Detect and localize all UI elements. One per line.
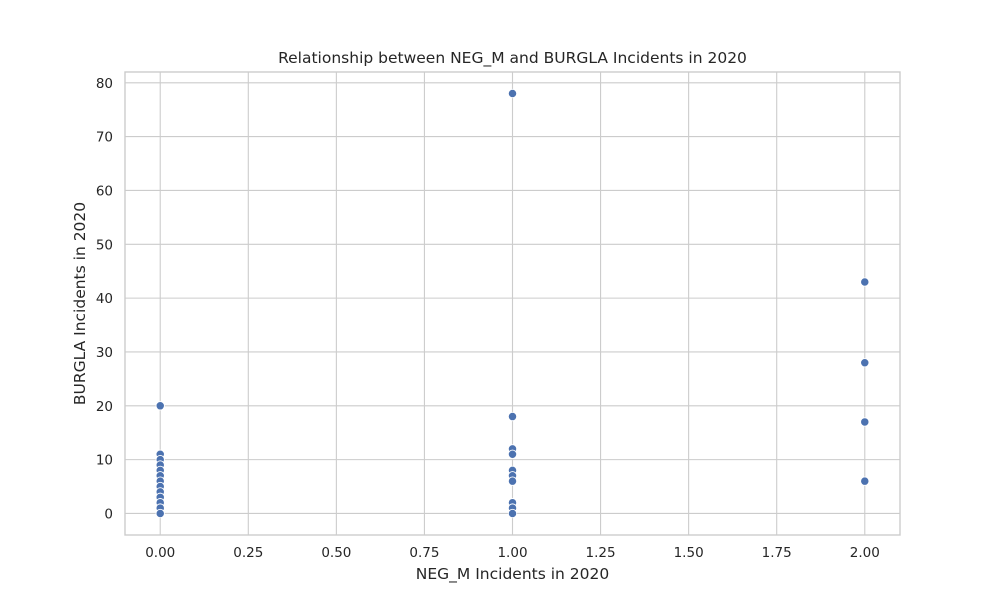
- y-tick-label: 70: [96, 130, 113, 146]
- grid: [125, 72, 900, 535]
- y-tick-label: 30: [96, 345, 113, 361]
- y-tick-label: 40: [96, 291, 113, 307]
- x-tick-label: 1.00: [497, 545, 527, 561]
- x-tick-label: 1.75: [762, 545, 792, 561]
- y-tick-label: 20: [96, 399, 113, 415]
- scatter-point: [507, 411, 518, 422]
- x-tick-label: 0.00: [145, 545, 175, 561]
- scatter-point: [507, 476, 518, 486]
- x-tick-label: 1.50: [674, 545, 704, 561]
- scatter-point: [860, 277, 870, 287]
- scatter-point: [507, 88, 518, 99]
- chart-title: Relationship between NEG_M and BURGLA In…: [278, 49, 747, 68]
- scatter-point: [860, 417, 870, 427]
- scatter-point: [155, 508, 165, 519]
- scatter-point: [860, 358, 870, 368]
- y-tick-label: 60: [96, 183, 113, 199]
- y-tick-label: 0: [104, 506, 113, 522]
- x-axis-label: NEG_M Incidents in 2020: [416, 565, 609, 584]
- plot-frame: [124, 71, 901, 536]
- y-axis-label: BURGLA Incidents in 2020: [71, 202, 89, 405]
- data-points: [155, 88, 870, 519]
- y-tick-label: 50: [96, 237, 113, 253]
- scatter-point: [507, 449, 518, 459]
- x-tick-label: 0.75: [409, 545, 439, 561]
- x-tick-label: 1.25: [586, 545, 616, 561]
- scatter-point: [155, 401, 165, 411]
- x-tick-label: 0.50: [321, 545, 351, 561]
- x-tick-label: 0.25: [233, 545, 263, 561]
- y-tick-labels: 0 10 20 30 40 50 60 70 80: [96, 76, 113, 523]
- scatter-point: [860, 476, 870, 486]
- scatter-point: [507, 508, 518, 519]
- y-tick-label: 80: [96, 76, 113, 92]
- x-tick-labels: 0.00 0.25 0.50 0.75 1.00 1.25 1.50 1.75 2.00: [145, 545, 880, 561]
- y-tick-label: 10: [96, 453, 113, 469]
- x-tick-label: 2.00: [850, 545, 880, 561]
